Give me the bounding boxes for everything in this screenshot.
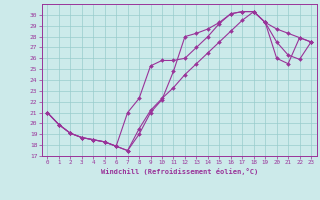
X-axis label: Windchill (Refroidissement éolien,°C): Windchill (Refroidissement éolien,°C) [100,168,258,175]
